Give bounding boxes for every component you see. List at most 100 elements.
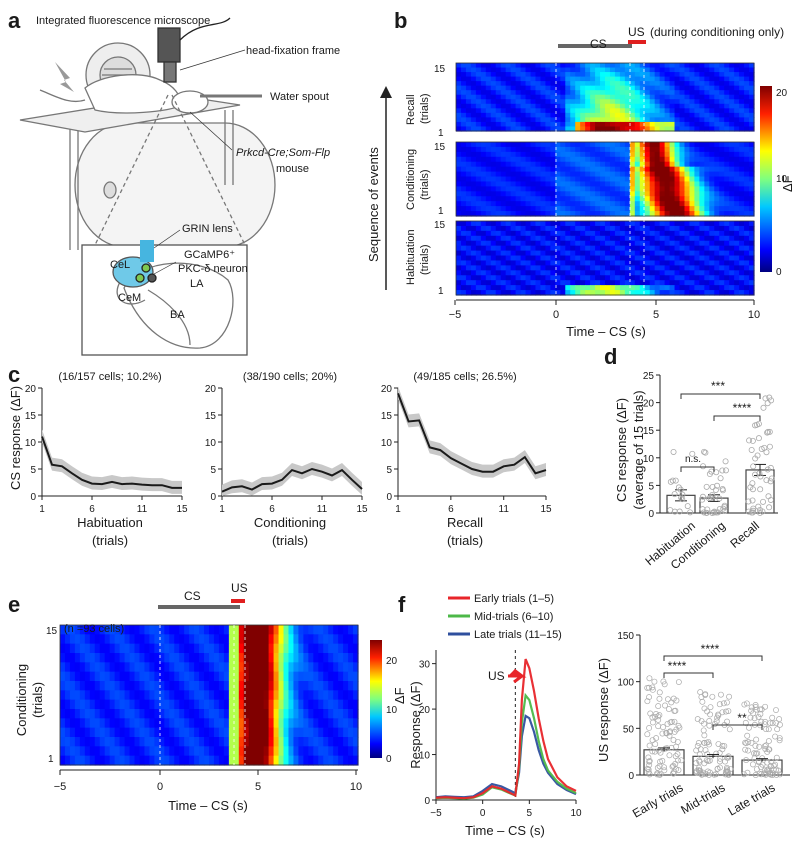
b-recall-cell (555, 117, 561, 123)
b-recall-cell (485, 108, 492, 114)
b-recall-cell (490, 90, 497, 96)
c-recall-xtick: 1 (395, 504, 401, 515)
b-habituation-cell (475, 230, 482, 237)
b-conditioning-cell (649, 186, 656, 192)
b-recall-cell (505, 76, 512, 82)
b-conditioning-cell (659, 156, 666, 163)
b-conditioning-cell (654, 191, 661, 197)
b-recall-cell (525, 108, 532, 114)
b-habituation-cell (535, 230, 542, 237)
e-cell (184, 643, 190, 654)
f-bar-dot (761, 743, 768, 750)
b-recall-cell (465, 85, 472, 91)
b-habituation-cell (629, 245, 636, 252)
e-cell (74, 709, 81, 719)
b-habituation-cell (515, 245, 522, 252)
b-recall-cell (659, 94, 666, 100)
e-cell (199, 709, 205, 719)
b-recall-cell (674, 99, 681, 105)
b-conditioning-cell (605, 151, 611, 158)
b-conditioning-cell (744, 176, 750, 183)
b-recall-cell (530, 76, 537, 82)
b-recall-cell (689, 112, 695, 118)
e-cell (303, 755, 309, 766)
b-conditioning-cell (595, 196, 601, 202)
e-cell (159, 755, 165, 766)
b-habituation-cell (510, 265, 517, 271)
b-habituation-cell (550, 240, 556, 247)
b-conditioning-cell (545, 146, 551, 153)
b-habituation-cell (470, 260, 477, 266)
e-cell (248, 634, 255, 645)
b-recall-cell (614, 117, 621, 123)
b-recall-cell (480, 90, 487, 96)
b-recall-cell (600, 90, 606, 96)
e-cell (199, 746, 205, 757)
e-cell (184, 746, 190, 757)
e-cell (353, 662, 359, 673)
b-habituation-cell (704, 230, 710, 237)
b-recall-cell (500, 76, 507, 82)
b-conditioning-cell (475, 146, 482, 153)
b-recall-cell (550, 103, 556, 109)
b-habituation-cell (525, 280, 532, 286)
e-cell (273, 699, 280, 710)
b-habituation-cell (555, 230, 561, 237)
b-habituation-cell (714, 245, 720, 252)
b-habituation-cell (555, 285, 561, 291)
b-recall-cell (520, 121, 527, 128)
e-cell (124, 625, 131, 635)
f-bar-dot (646, 742, 653, 749)
e-cell (129, 727, 136, 738)
b-habituation-cell (674, 221, 681, 227)
e-cell (258, 653, 265, 663)
e-cell (94, 625, 101, 635)
b-habituation-cell (644, 240, 651, 247)
b-conditioning-cell (550, 166, 556, 173)
b-recall-cell (470, 108, 477, 114)
b-habituation-cell (595, 235, 601, 242)
b-habituation-cell (585, 285, 591, 291)
b-habituation-cell (495, 255, 502, 262)
b-recall-cell (644, 117, 651, 123)
b-recall-cell (510, 108, 517, 114)
e-cell (318, 699, 324, 710)
e-cell (248, 671, 255, 682)
b-conditioning-cell (495, 151, 502, 158)
b-habituation-cell (694, 225, 700, 232)
b-conditioning-cell (570, 142, 576, 148)
b-recall-cell (515, 85, 522, 91)
e-cell (228, 625, 235, 635)
e-cell (318, 690, 324, 701)
b-habituation-cell (456, 250, 462, 257)
e-cell (313, 625, 319, 635)
b-recall-cell (560, 99, 566, 105)
b-conditioning-cell (456, 161, 462, 168)
b-conditioning-cell (694, 151, 700, 158)
e-cell (189, 690, 195, 701)
b-conditioning-cell (694, 146, 700, 153)
b-conditioning-cell (535, 171, 542, 178)
b-recall-cell (749, 67, 755, 73)
e-cell (293, 662, 299, 673)
f-bar-dot (753, 736, 760, 743)
b-recall-cell (560, 81, 566, 87)
c-conditioning-ytick: 0 (210, 492, 216, 503)
e-cell (144, 625, 150, 635)
e-cbar-label: ΔF (392, 687, 407, 704)
b-conditioning-cell (674, 186, 681, 192)
b-recall-cell (585, 72, 591, 78)
b-recall-cell (505, 94, 512, 100)
panel-letter-f: f (398, 592, 406, 617)
b-recall-cell (590, 85, 596, 91)
b-habituation-cell (749, 245, 755, 252)
b-habituation-cell (600, 260, 606, 266)
b-recall-cell (614, 76, 621, 82)
b-conditioning-cell (565, 196, 571, 202)
b-recall-cell (744, 121, 750, 128)
d-dot (750, 463, 757, 470)
b-recall-cell (669, 126, 676, 132)
e-cell (94, 634, 101, 645)
b-recall-cell (485, 103, 492, 109)
e-cell (179, 634, 185, 645)
